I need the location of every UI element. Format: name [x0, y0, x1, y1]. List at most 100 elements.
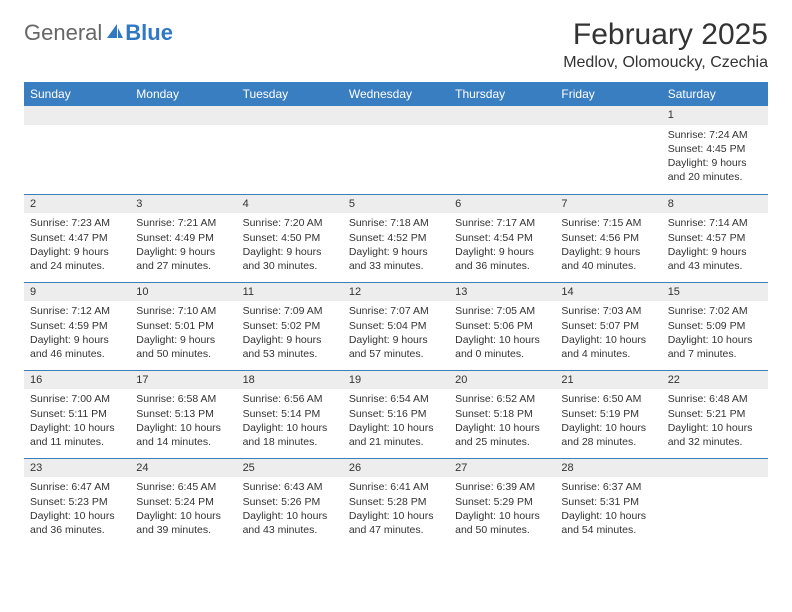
day-number	[24, 106, 130, 125]
sunrise-line: Sunrise: 7:23 AM	[30, 216, 124, 230]
daylight-line: Daylight: 9 hours and 30 minutes.	[243, 245, 337, 273]
calendar-day-cell	[555, 106, 661, 194]
sunset-line: Sunset: 5:24 PM	[136, 495, 230, 509]
day-number	[130, 106, 236, 125]
day-number: 3	[130, 195, 236, 214]
calendar-day-cell: 5Sunrise: 7:18 AMSunset: 4:52 PMDaylight…	[343, 194, 449, 282]
calendar-day-cell: 27Sunrise: 6:39 AMSunset: 5:29 PMDayligh…	[449, 458, 555, 546]
sunrise-line: Sunrise: 7:03 AM	[561, 304, 655, 318]
weekday-header: Monday	[130, 82, 236, 106]
daylight-line: Daylight: 10 hours and 21 minutes.	[349, 421, 443, 449]
sunrise-line: Sunrise: 7:10 AM	[136, 304, 230, 318]
daylight-line: Daylight: 10 hours and 11 minutes.	[30, 421, 124, 449]
day-number: 24	[130, 459, 236, 478]
daylight-line: Daylight: 9 hours and 53 minutes.	[243, 333, 337, 361]
daylight-line: Daylight: 9 hours and 43 minutes.	[668, 245, 762, 273]
sunset-line: Sunset: 5:19 PM	[561, 407, 655, 421]
sunrise-line: Sunrise: 6:39 AM	[455, 480, 549, 494]
day-number: 20	[449, 371, 555, 390]
calendar-day-cell: 7 Sunrise: 7:15 AMSunset: 4:56 PMDaylight…	[555, 194, 661, 282]
daylight-line: Daylight: 9 hours and 40 minutes.	[561, 245, 655, 273]
day-number: 2	[24, 195, 130, 214]
calendar-day-cell: 18Sunrise: 6:56 AMSunset: 5:14 PMDayligh…	[237, 370, 343, 458]
sunrise-line: Sunrise: 6:47 AM	[30, 480, 124, 494]
calendar-day-cell: 12Sunrise: 7:07 AMSunset: 5:04 PMDayligh…	[343, 282, 449, 370]
day-number	[662, 459, 768, 478]
day-number: 13	[449, 283, 555, 302]
sunrise-line: Sunrise: 6:54 AM	[349, 392, 443, 406]
calendar-day-cell: 10Sunrise: 7:10 AMSunset: 5:01 PMDayligh…	[130, 282, 236, 370]
sunrise-line: Sunrise: 6:43 AM	[243, 480, 337, 494]
daylight-line: Daylight: 10 hours and 50 minutes.	[455, 509, 549, 537]
calendar-day-cell	[24, 106, 130, 194]
calendar-day-cell	[662, 458, 768, 546]
daylight-line: Daylight: 10 hours and 7 minutes.	[668, 333, 762, 361]
sunset-line: Sunset: 5:29 PM	[455, 495, 549, 509]
title-block: February 2025 Medlov, Olomoucky, Czechia	[563, 18, 768, 72]
sunset-line: Sunset: 5:18 PM	[455, 407, 549, 421]
calendar-day-cell: 20 Sunrise: 6:52 AMSunset: 5:18 PMDayligh…	[449, 370, 555, 458]
day-number: 15	[662, 283, 768, 302]
day-number: 6	[449, 195, 555, 214]
sunset-line: Sunset: 4:56 PM	[561, 231, 655, 245]
day-number: 12	[343, 283, 449, 302]
sunrise-line: Sunrise: 6:52 AM	[455, 392, 549, 406]
day-number	[555, 106, 661, 125]
weekday-header: Wednesday	[343, 82, 449, 106]
sunset-line: Sunset: 4:54 PM	[455, 231, 549, 245]
day-number: 7	[555, 195, 661, 214]
day-number: 5	[343, 195, 449, 214]
sunset-line: Sunset: 5:21 PM	[668, 407, 762, 421]
calendar-day-cell: 26Sunrise: 6:41 AMSunset: 5:28 PMDayligh…	[343, 458, 449, 546]
calendar-day-cell: 8Sunrise: 7:14 AMSunset: 4:57 PMDaylight…	[662, 194, 768, 282]
sunrise-line: Sunrise: 7:07 AM	[349, 304, 443, 318]
logo: GeneralBlue	[24, 18, 173, 44]
header: GeneralBlue February 2025 Medlov, Olomou…	[24, 18, 768, 72]
sunrise-line: Sunrise: 7:17 AM	[455, 216, 549, 230]
daylight-line: Daylight: 10 hours and 4 minutes.	[561, 333, 655, 361]
sunset-line: Sunset: 5:23 PM	[30, 495, 124, 509]
sunrise-line: Sunrise: 7:09 AM	[243, 304, 337, 318]
sunrise-line: Sunrise: 6:50 AM	[561, 392, 655, 406]
sunrise-line: Sunrise: 7:24 AM	[668, 128, 762, 142]
calendar-week-row: 16Sunrise: 7:00 AMSunset: 5:11 PMDayligh…	[24, 370, 768, 458]
weekday-header: Thursday	[449, 82, 555, 106]
calendar-week-row: 1Sunrise: 7:24 AMSunset: 4:45 PMDaylight…	[24, 106, 768, 194]
sunset-line: Sunset: 5:04 PM	[349, 319, 443, 333]
calendar-day-cell: 14Sunrise: 7:03 AMSunset: 5:07 PMDayligh…	[555, 282, 661, 370]
weekday-header: Saturday	[662, 82, 768, 106]
weekday-header: Tuesday	[237, 82, 343, 106]
sunrise-line: Sunrise: 6:41 AM	[349, 480, 443, 494]
sunset-line: Sunset: 5:16 PM	[349, 407, 443, 421]
calendar-day-cell: 13Sunrise: 7:05 AMSunset: 5:06 PMDayligh…	[449, 282, 555, 370]
calendar-day-cell: 2Sunrise: 7:23 AMSunset: 4:47 PMDaylight…	[24, 194, 130, 282]
sunrise-line: Sunrise: 7:18 AM	[349, 216, 443, 230]
calendar-day-cell: 21Sunrise: 6:50 AMSunset: 5:19 PMDayligh…	[555, 370, 661, 458]
day-number: 11	[237, 283, 343, 302]
day-number: 19	[343, 371, 449, 390]
calendar-header-row: SundayMondayTuesdayWednesdayThursdayFrid…	[24, 82, 768, 106]
daylight-line: Daylight: 9 hours and 27 minutes.	[136, 245, 230, 273]
sunrise-line: Sunrise: 7:05 AM	[455, 304, 549, 318]
daylight-line: Daylight: 10 hours and 28 minutes.	[561, 421, 655, 449]
sunset-line: Sunset: 4:52 PM	[349, 231, 443, 245]
day-number: 9	[24, 283, 130, 302]
daylight-line: Daylight: 10 hours and 54 minutes.	[561, 509, 655, 537]
sunset-line: Sunset: 5:07 PM	[561, 319, 655, 333]
sunrise-line: Sunrise: 7:12 AM	[30, 304, 124, 318]
sunrise-line: Sunrise: 7:15 AM	[561, 216, 655, 230]
calendar-day-cell: 28Sunrise: 6:37 AMSunset: 5:31 PMDayligh…	[555, 458, 661, 546]
calendar-day-cell: 17Sunrise: 6:58 AMSunset: 5:13 PMDayligh…	[130, 370, 236, 458]
daylight-line: Daylight: 10 hours and 36 minutes.	[30, 509, 124, 537]
sunrise-line: Sunrise: 6:37 AM	[561, 480, 655, 494]
weekday-header: Friday	[555, 82, 661, 106]
sunrise-line: Sunrise: 6:45 AM	[136, 480, 230, 494]
calendar-day-cell: 6Sunrise: 7:17 AMSunset: 4:54 PMDaylight…	[449, 194, 555, 282]
day-number: 23	[24, 459, 130, 478]
daylight-line: Daylight: 10 hours and 0 minutes.	[455, 333, 549, 361]
sunset-line: Sunset: 4:57 PM	[668, 231, 762, 245]
day-number: 18	[237, 371, 343, 390]
daylight-line: Daylight: 10 hours and 25 minutes.	[455, 421, 549, 449]
day-number	[237, 106, 343, 125]
calendar-day-cell: 23 Sunrise: 6:47 AMSunset: 5:23 PMDayligh…	[24, 458, 130, 546]
